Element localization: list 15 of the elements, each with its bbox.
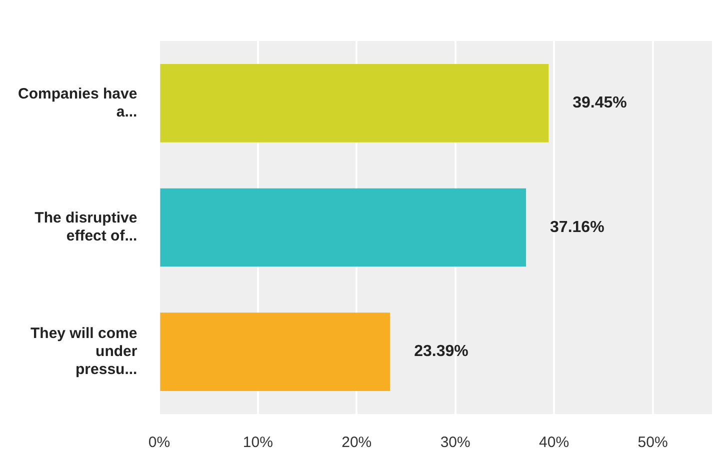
x-tick-label: 0% xyxy=(148,434,170,452)
x-tick-label: 40% xyxy=(539,434,570,452)
data-label: 39.45% xyxy=(572,94,627,112)
bar xyxy=(160,312,390,391)
bar xyxy=(160,188,526,267)
x-tick-label: 10% xyxy=(242,434,273,452)
x-tick-label: 30% xyxy=(440,434,470,452)
bar xyxy=(160,64,549,142)
y-tick-label: The disruptive effect of... xyxy=(34,210,138,245)
x-tick-label: 20% xyxy=(342,434,372,452)
y-tick-label: Companies have a... xyxy=(18,85,138,120)
data-label: 37.16% xyxy=(550,218,604,236)
y-tick-label: They will come under pressu... xyxy=(30,324,138,378)
data-label: 23.39% xyxy=(414,343,468,360)
x-tick-label: 50% xyxy=(638,434,668,452)
